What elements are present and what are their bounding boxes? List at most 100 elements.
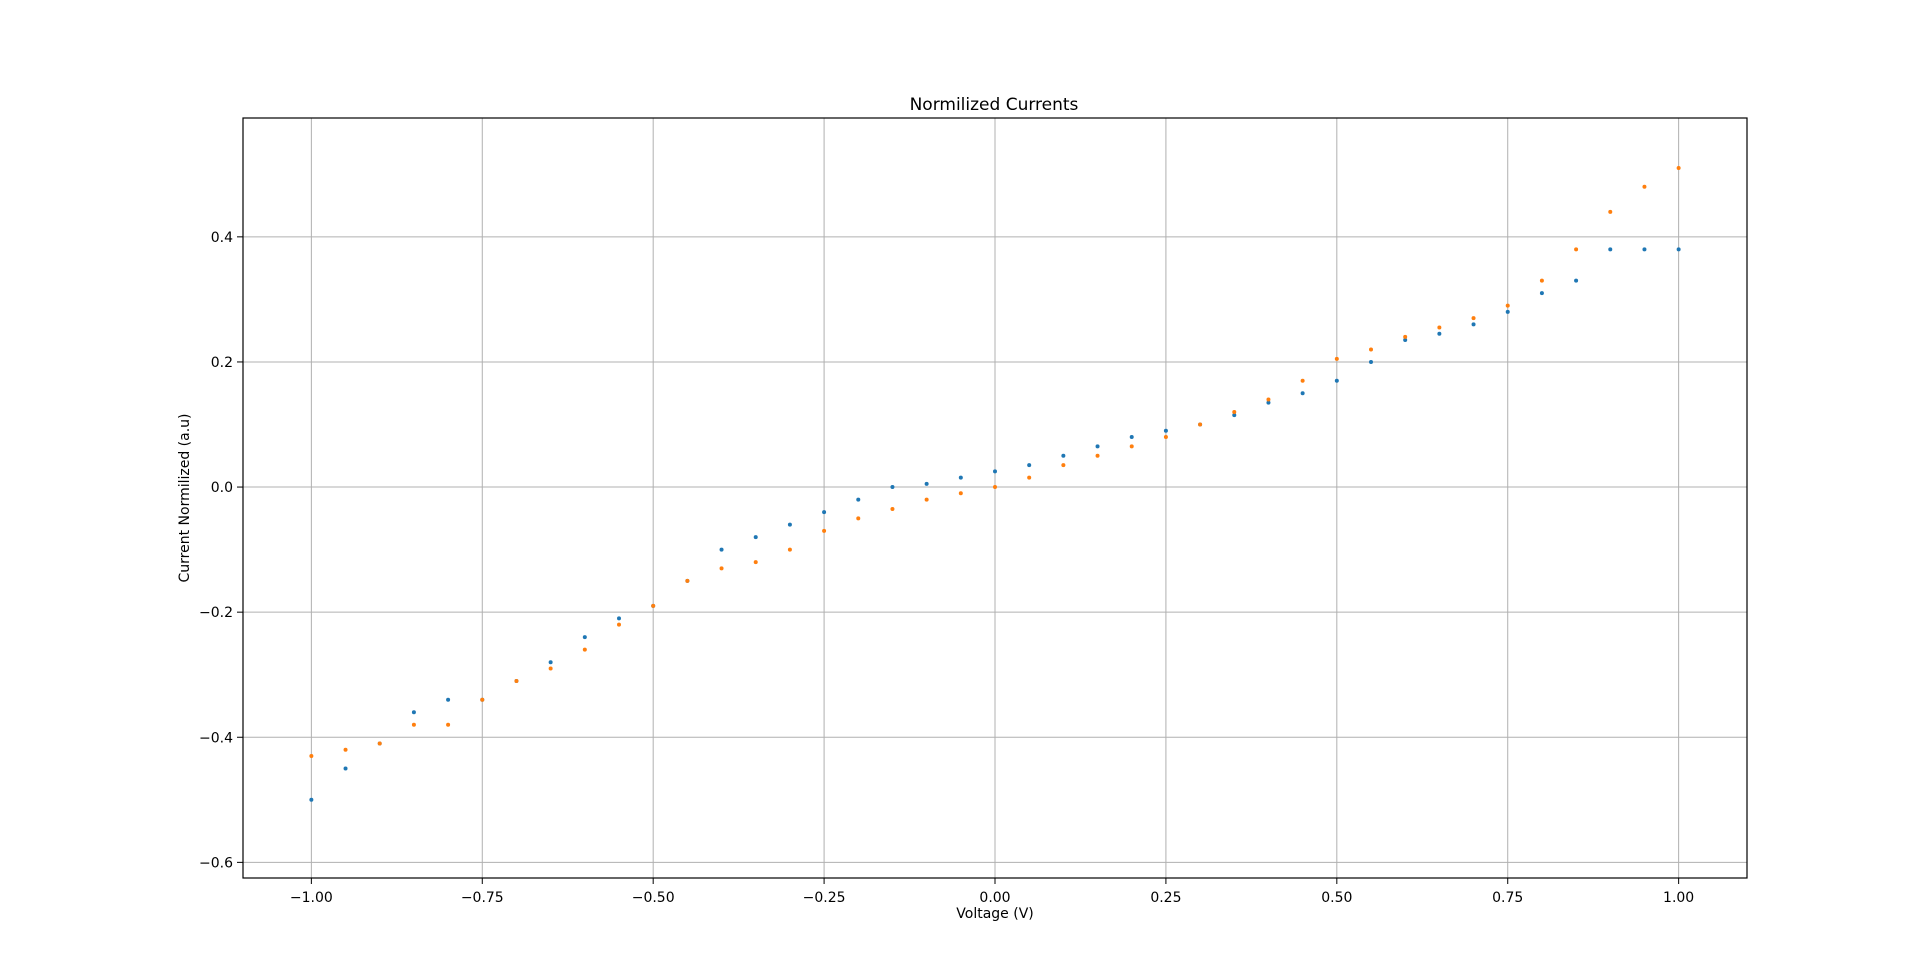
data-point (1574, 278, 1579, 283)
chart-title: Normilized Currents (910, 95, 1079, 115)
data-point (1642, 247, 1647, 252)
data-point (446, 697, 451, 702)
y-axis-ticks: −0.6 −0.4 −0.2 0.0 0.2 0.4 (199, 230, 243, 871)
data-point (856, 497, 861, 502)
y-tick-label: 0.2 (211, 355, 233, 371)
x-tick-label: 0.50 (1321, 890, 1352, 906)
data-point (1266, 400, 1271, 405)
data-point (753, 535, 758, 540)
y-tick-label: −0.6 (199, 855, 233, 871)
data-point (787, 547, 792, 552)
x-axis-label: Voltage (V) (956, 906, 1033, 922)
data-point (924, 481, 929, 486)
data-point (343, 747, 348, 752)
x-tick-label: −0.25 (803, 890, 846, 906)
data-point (1471, 316, 1476, 321)
data-point (1163, 435, 1168, 440)
data-point (514, 678, 519, 683)
data-point (446, 722, 451, 727)
data-point (1061, 463, 1066, 468)
y-tick-label: 0.0 (211, 480, 233, 496)
data-point (582, 635, 587, 640)
x-tick-label: −0.75 (461, 890, 504, 906)
data-point (1027, 463, 1032, 468)
data-point (1437, 331, 1442, 336)
data-point (1676, 247, 1681, 252)
data-point (548, 666, 553, 671)
data-point (719, 566, 724, 571)
data-point (1266, 397, 1271, 402)
data-point (411, 710, 416, 715)
data-point (1129, 435, 1134, 440)
data-point (719, 547, 724, 552)
y-tick-label: 0.4 (211, 230, 233, 246)
series-2 (309, 166, 1681, 759)
data-point (480, 697, 485, 702)
data-point (856, 516, 861, 521)
data-point (890, 506, 895, 511)
data-point (1608, 247, 1613, 252)
data-point (993, 485, 997, 490)
data-point (1027, 475, 1032, 480)
data-point (582, 647, 587, 652)
x-tick-label: 0.25 (1150, 890, 1181, 906)
data-point (1676, 166, 1681, 171)
y-tick-label: −0.2 (199, 605, 233, 621)
data-point (1539, 278, 1544, 283)
data-point (787, 522, 792, 527)
data-point (1574, 247, 1579, 252)
data-point (1334, 378, 1339, 383)
data-point (1403, 334, 1408, 339)
plot-series (309, 166, 1681, 802)
data-point (822, 510, 827, 515)
data-point (1642, 184, 1647, 189)
data-point (309, 797, 314, 802)
data-point (343, 766, 348, 771)
data-point (1471, 322, 1476, 327)
data-point (1437, 325, 1442, 330)
data-point (993, 469, 997, 474)
data-point (1403, 338, 1408, 343)
grid (243, 118, 1747, 878)
x-axis-ticks: −1.00 −0.75 −0.50 −0.25 0.00 0.25 0.50 0.75 1.00 (290, 878, 1694, 906)
data-point (1129, 444, 1134, 449)
data-point (924, 497, 929, 502)
data-point (1095, 444, 1100, 449)
data-point (753, 560, 758, 565)
data-point (822, 528, 827, 533)
data-point (411, 722, 416, 727)
data-point (651, 603, 656, 608)
data-point (1539, 291, 1544, 296)
data-point (890, 485, 895, 490)
data-point (548, 660, 553, 665)
x-tick-label: 0.75 (1492, 890, 1523, 906)
data-point (1232, 409, 1237, 414)
y-tick-label: −0.4 (199, 730, 233, 746)
data-point (1095, 453, 1100, 458)
data-point (617, 622, 621, 627)
x-tick-label: 0.00 (979, 890, 1010, 906)
data-point (1232, 413, 1237, 418)
x-tick-label: −1.00 (290, 890, 333, 906)
data-point (617, 616, 621, 621)
x-tick-label: 1.00 (1663, 890, 1694, 906)
data-point (309, 754, 314, 759)
data-point (1334, 356, 1339, 361)
data-point (1369, 347, 1373, 352)
data-point (1369, 359, 1373, 364)
data-point (1163, 428, 1168, 433)
data-point (1300, 378, 1305, 383)
data-point (1198, 422, 1203, 427)
data-point (958, 475, 963, 480)
data-point (685, 578, 690, 583)
data-point (1608, 209, 1613, 214)
data-point (1061, 453, 1066, 458)
y-axis-label: Current Normilized (a.u) (177, 413, 193, 582)
data-point (1505, 303, 1510, 308)
data-point (1505, 309, 1510, 314)
x-tick-label: −0.50 (632, 890, 675, 906)
data-point (1300, 391, 1305, 396)
data-point (958, 491, 963, 496)
data-point (377, 741, 382, 746)
